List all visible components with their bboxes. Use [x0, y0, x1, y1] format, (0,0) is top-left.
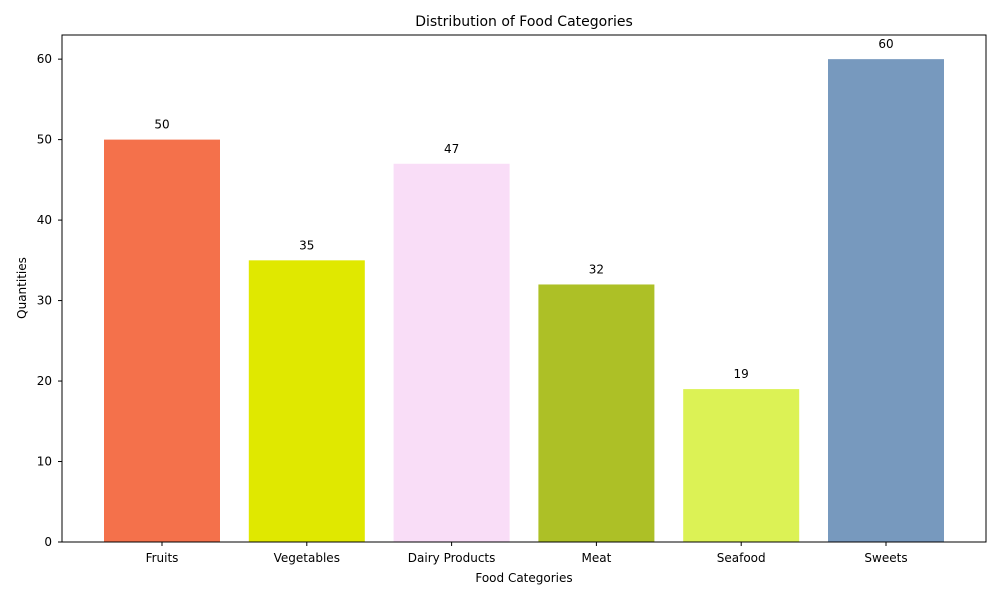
x-axis-label: Food Categories	[475, 571, 572, 585]
x-tick-label: Sweets	[864, 551, 907, 565]
x-tick-label: Seafood	[717, 551, 766, 565]
x-tick-label: Vegetables	[274, 551, 340, 565]
y-tick-label: 20	[37, 374, 52, 388]
x-tick-label: Dairy Products	[408, 551, 496, 565]
y-axis: 0 10 20 30 40 50 60	[37, 52, 62, 549]
chart-title: Distribution of Food Categories	[415, 14, 633, 30]
y-tick-label: 50	[37, 133, 52, 147]
x-axis: Fruits Vegetables Dairy Products Meat Seafoo…	[146, 542, 908, 565]
y-tick-label: 0	[44, 535, 52, 549]
bar-dairy-products	[393, 163, 510, 542]
bar-sweets	[828, 59, 944, 543]
x-tick-label: Fruits	[146, 551, 179, 565]
bar-meat	[538, 284, 655, 542]
data-label: 32	[589, 262, 604, 276]
plot-frame	[61, 34, 987, 543]
y-tick-label: 30	[37, 294, 52, 308]
bars-group	[104, 59, 944, 543]
bar-vegetables	[248, 260, 365, 542]
data-label: 35	[299, 238, 314, 252]
data-label: 60	[878, 37, 893, 51]
data-label: 47	[444, 142, 459, 156]
bar-fruits	[104, 139, 220, 542]
bar-seafood	[683, 389, 800, 542]
data-label: 50	[154, 118, 169, 132]
y-tick-label: 60	[37, 52, 52, 66]
x-tick-label: Meat	[582, 551, 612, 565]
data-labels-group: 50 35 47 32 19 60	[154, 37, 893, 381]
y-axis-label: Quantities	[15, 257, 29, 319]
data-label: 19	[734, 367, 749, 381]
y-tick-label: 10	[37, 455, 52, 469]
y-tick-label: 40	[37, 213, 52, 227]
